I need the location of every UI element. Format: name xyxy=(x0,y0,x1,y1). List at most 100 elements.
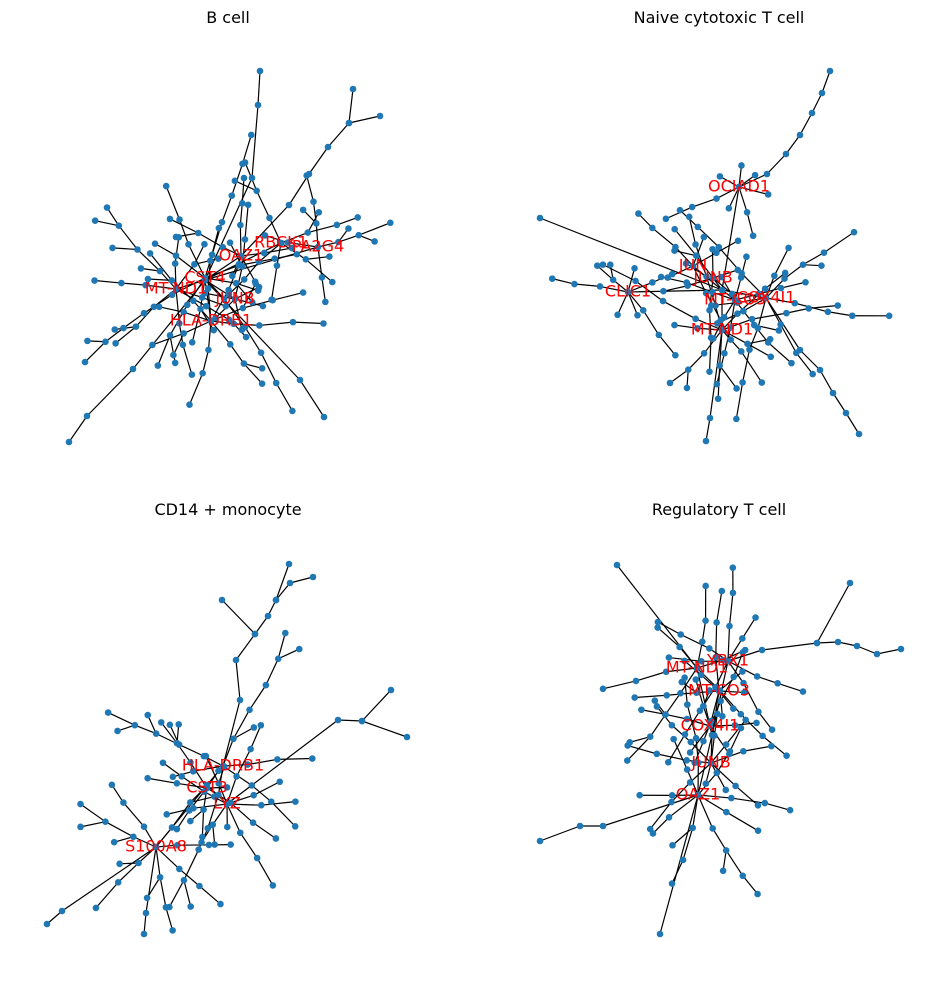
edge xyxy=(651,227,676,248)
node xyxy=(669,841,676,849)
edge-layer xyxy=(46,563,408,935)
node xyxy=(115,222,123,229)
edge xyxy=(845,412,860,435)
edge xyxy=(221,599,256,635)
edge xyxy=(617,291,629,316)
node xyxy=(683,766,691,773)
node xyxy=(215,780,223,787)
edge xyxy=(738,173,768,188)
edge xyxy=(680,633,710,650)
node xyxy=(738,162,745,169)
node xyxy=(195,846,202,853)
node xyxy=(739,635,746,642)
edge xyxy=(175,263,195,290)
edge xyxy=(694,740,705,763)
node xyxy=(102,818,109,825)
edge xyxy=(721,186,740,291)
gene-label: COX4I1 xyxy=(681,716,740,735)
edge xyxy=(94,279,122,284)
edge xyxy=(742,875,759,895)
edge xyxy=(134,724,157,735)
node xyxy=(672,351,679,359)
node xyxy=(227,841,234,848)
edge xyxy=(264,247,292,254)
node xyxy=(662,711,669,718)
node xyxy=(754,324,762,332)
node xyxy=(292,798,299,805)
edge xyxy=(299,379,325,418)
gene-label: MT-ND1 xyxy=(145,279,207,298)
edge xyxy=(729,727,742,752)
node xyxy=(187,903,194,910)
node xyxy=(668,798,675,806)
edge xyxy=(243,363,263,385)
panel-title: B cell xyxy=(206,8,250,27)
node xyxy=(702,437,710,445)
node xyxy=(84,337,91,345)
node xyxy=(201,240,208,248)
edge xyxy=(204,279,301,381)
edge xyxy=(275,582,291,601)
node xyxy=(102,338,109,346)
edge xyxy=(738,165,743,188)
node xyxy=(692,676,700,683)
edge xyxy=(181,775,205,793)
node xyxy=(387,219,394,227)
node xyxy=(257,801,265,809)
node xyxy=(223,800,231,808)
node xyxy=(763,170,771,178)
edge xyxy=(767,341,792,364)
edge xyxy=(155,827,173,848)
panel-title: Regulatory T cell xyxy=(652,500,786,519)
gene-label: JUN xyxy=(678,256,707,275)
node xyxy=(759,732,766,740)
edge xyxy=(106,207,120,227)
edge xyxy=(799,349,821,371)
node xyxy=(376,112,384,120)
node xyxy=(215,767,222,775)
edge xyxy=(183,880,192,907)
node xyxy=(186,799,194,806)
edge xyxy=(674,228,697,257)
edge xyxy=(260,352,277,384)
edge xyxy=(757,711,773,731)
edge xyxy=(159,877,167,908)
edge xyxy=(657,627,681,648)
node xyxy=(753,719,760,727)
edge xyxy=(827,311,853,317)
node xyxy=(131,721,139,729)
edge xyxy=(232,709,251,740)
node xyxy=(258,365,266,372)
edge xyxy=(697,226,720,248)
edge xyxy=(317,241,339,248)
edge xyxy=(675,246,694,267)
edge xyxy=(686,704,697,739)
node xyxy=(233,773,240,780)
edge xyxy=(270,265,278,300)
edge xyxy=(276,242,282,266)
node xyxy=(187,817,194,825)
node xyxy=(717,697,725,705)
edge xyxy=(682,827,694,861)
node xyxy=(309,573,317,581)
node xyxy=(262,681,270,689)
edge xyxy=(712,269,738,279)
node xyxy=(355,231,362,239)
edge xyxy=(259,321,294,327)
edge xyxy=(229,344,245,364)
node xyxy=(77,823,84,831)
edge xyxy=(270,801,296,827)
node xyxy=(198,839,205,846)
edge xyxy=(193,803,228,809)
node xyxy=(716,173,724,180)
node xyxy=(235,260,243,268)
edge xyxy=(242,299,273,309)
node xyxy=(320,413,328,421)
node xyxy=(681,731,689,738)
node xyxy=(334,716,342,724)
edge xyxy=(688,216,697,245)
node xyxy=(733,415,740,423)
node xyxy=(246,706,253,714)
node xyxy=(743,253,750,261)
